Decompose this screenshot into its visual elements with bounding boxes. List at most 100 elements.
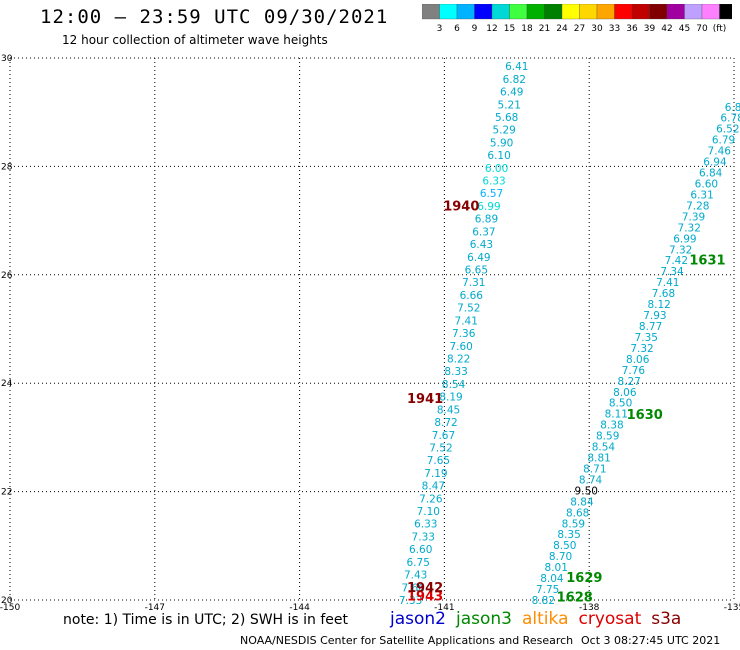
wave-height-value: 6.89	[475, 214, 498, 226]
y-tick-label: 24	[1, 379, 13, 389]
wave-height-value: 7.43	[404, 570, 427, 582]
wave-height-value: 5.90	[490, 137, 513, 149]
wave-height-value: 8.71	[583, 463, 606, 475]
wave-height-value: 8.38	[600, 420, 623, 432]
x-tick-label: -135	[724, 603, 740, 612]
wave-height-value: 8.01	[545, 562, 568, 574]
wave-height-value: 8.59	[562, 518, 585, 530]
credit-text: NOAA/NESDIS Center for Satellite Applica…	[240, 634, 574, 647]
x-tick-label: -144	[289, 603, 310, 612]
y-tick-label: 30	[1, 54, 13, 64]
wave-height-value: 8.77	[639, 321, 662, 333]
legend-altika: altika	[522, 609, 569, 629]
x-tick-label: -147	[145, 603, 165, 612]
wave-height-value: 8.35	[557, 529, 580, 541]
wave-height-value: 6.99	[673, 233, 696, 245]
pass-time-label: 1940	[443, 199, 479, 214]
legend-jason3: jason3	[456, 609, 512, 629]
wave-height-value: 6.49	[500, 87, 523, 99]
wave-height-value: 8.50	[609, 398, 632, 410]
wave-height-value: 8.82	[532, 595, 555, 607]
wave-height-value: 7.66	[401, 582, 425, 594]
scale-label: 27	[574, 24, 585, 34]
y-tick-label: 22	[1, 488, 12, 498]
x-tick-label: -141	[434, 603, 454, 612]
wave-height-value: 6.60	[409, 544, 432, 556]
scale-label: 24	[556, 24, 568, 34]
wave-height-value: 8.06	[626, 354, 650, 366]
scale-label: 39	[644, 24, 656, 34]
wave-height-value: 8.54	[442, 379, 466, 391]
wave-height-value: 6.10	[487, 150, 510, 162]
pass-time-label: 1941	[407, 392, 443, 407]
chart-subtitle: 12 hour collection of altimeter wave hei…	[62, 33, 328, 47]
wave-height-value: 8.50	[553, 540, 576, 552]
wave-height-value: 7.33	[412, 531, 435, 543]
pass-time-label: 1943	[407, 590, 443, 605]
wave-height-value: 7.60	[449, 341, 472, 353]
wave-height-value: 7.33	[399, 595, 422, 607]
wave-height-value: 8.04	[540, 573, 564, 585]
pass-time-label: 1630	[627, 408, 663, 423]
pass-time-label: 1629	[566, 571, 602, 586]
wave-height-value: 6.00	[485, 163, 508, 175]
wave-height-value: 7.19	[424, 468, 447, 480]
wave-height-value: 7.28	[686, 200, 709, 212]
wave-height-value: 5.21	[498, 99, 521, 111]
wave-height-value: 7.32	[678, 222, 701, 234]
pass-time-label: 1631	[689, 254, 725, 269]
wave-height-value: 6.84	[699, 168, 723, 180]
x-tick-label: -150	[0, 603, 20, 612]
wave-height-value: 7.31	[462, 277, 485, 289]
legend-s3a: s3a	[651, 609, 682, 629]
wave-height-value: 6.78	[720, 113, 740, 125]
y-tick-label: 20	[1, 596, 13, 606]
scale-label: 6	[454, 24, 460, 34]
wave-height-value: 7.42	[665, 255, 688, 267]
scale-label: 36	[626, 24, 638, 34]
pass-time-label: 1942	[407, 581, 443, 596]
wave-height-value: 7.52	[457, 303, 480, 315]
wave-height-value: 7.41	[455, 315, 478, 327]
wave-height-value: 6.94	[703, 157, 727, 169]
wave-height-value: 7.75	[536, 584, 559, 596]
wave-height-plot: -150 -147 -144 -141 -138 -135 20 22 24 26 28 30 6.41…	[0, 54, 740, 612]
wave-height-value: 8.22	[447, 353, 470, 365]
wave-height-value: 7.41	[656, 277, 679, 289]
wave-height-value: 7.67	[432, 430, 455, 442]
wave-height-value: 6.33	[482, 176, 505, 188]
wave-height-value: 8.68	[566, 507, 589, 519]
wave-height-value: 6.41	[505, 61, 528, 73]
wave-height-value: 7.46	[708, 146, 732, 158]
wave-height-value: 8.74	[579, 474, 603, 486]
wave-height-value: 6.43	[470, 239, 493, 251]
footer-note: note: 1) Time is in UTC; 2) SWH is in fe…	[63, 612, 349, 628]
wave-height-value: 7.68	[652, 288, 675, 300]
wave-height-value: 6.60	[695, 179, 718, 191]
wave-height-value: 8.33	[444, 366, 467, 378]
scale-label: 18	[521, 24, 533, 34]
pass-time-label: 1628	[557, 591, 593, 606]
wave-height-value: 7.34	[660, 266, 684, 278]
wave-height-value: 8.54	[592, 442, 616, 454]
x-tick-label: -138	[579, 603, 600, 612]
scale-label: 21	[539, 24, 550, 34]
wave-height-value: 6.82	[503, 74, 526, 86]
wave-height-value: 9.50	[575, 485, 598, 497]
scale-label: 45	[679, 24, 690, 34]
wave-height-value: 6.89	[725, 102, 740, 114]
wave-height-value: 7.93	[643, 310, 666, 322]
wave-height-value: 8.06	[613, 387, 637, 399]
wave-height-value: 7.52	[429, 442, 452, 454]
satellite-legend: jason2 jason3 altika cryosat s3a	[390, 609, 691, 629]
wave-height-value: 7.26	[419, 493, 443, 505]
legend-jason2: jason2	[390, 609, 446, 629]
scale-swatch	[719, 4, 732, 20]
scale-label: 42	[661, 24, 672, 34]
wave-height-value: 6.31	[690, 189, 713, 201]
color-scale: 3 6 9 12 15 18 21 24 27 30 33 36 39 42 45 70 (ft)	[422, 4, 732, 34]
wave-height-value: 6.52	[716, 124, 739, 136]
wave-height-value: 8.11	[605, 409, 628, 421]
generation-timestamp: Oct 3 08:27:45 UTC 2021	[581, 634, 721, 647]
wave-height-value: 8.84	[570, 496, 594, 508]
